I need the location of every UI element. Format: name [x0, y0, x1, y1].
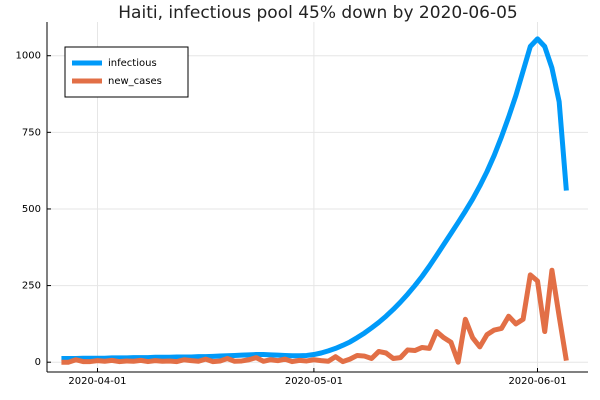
y-tick-label: 0 — [35, 357, 41, 368]
legend-box — [64, 46, 189, 98]
legend-label: infectious — [108, 58, 157, 69]
axes: 0 250 500 750 1000 2020-04-01 2020-05-01 2020-0… — [16, 22, 588, 387]
y-tick-label: 500 — [22, 204, 41, 215]
series-line — [61, 36, 569, 362]
chart-title: Haiti, infectious pool 45% down by 2020-… — [118, 3, 517, 23]
legend: infectious new_cases — [64, 46, 189, 98]
x-tick-label: 2020-06-01 — [508, 376, 566, 387]
legend-label: new_cases — [108, 76, 162, 87]
x-tick-label: 2020-04-01 — [68, 376, 126, 387]
y-tick-label: 1000 — [16, 51, 41, 62]
plot-area — [61, 36, 569, 365]
x-tick-label: 2020-05-01 — [285, 376, 343, 387]
y-tick-label: 250 — [22, 281, 41, 292]
y-tick-label: 750 — [22, 127, 41, 138]
series-line — [61, 267, 569, 365]
